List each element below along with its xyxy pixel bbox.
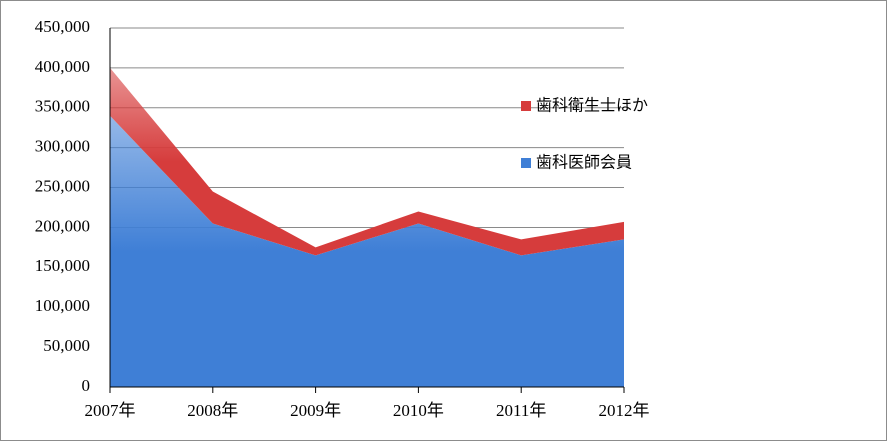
y-tick-label: 0 bbox=[82, 376, 91, 395]
y-tick-label: 300,000 bbox=[35, 137, 90, 156]
area bbox=[110, 67, 624, 256]
legend-marker bbox=[521, 158, 531, 168]
y-tick-label: 250,000 bbox=[35, 176, 90, 195]
legend-marker bbox=[521, 101, 531, 111]
x-tick-label: 2007年 bbox=[85, 401, 136, 420]
legend-label: 歯科衛生士ほか bbox=[536, 96, 648, 115]
y-tick-label: 150,000 bbox=[35, 256, 90, 275]
y-tick-label: 400,000 bbox=[35, 57, 90, 76]
y-tick-label: 350,000 bbox=[35, 97, 90, 116]
x-tick-label: 2008年 bbox=[187, 401, 238, 420]
x-tick-label: 2012年 bbox=[599, 401, 650, 420]
x-tick-label: 2010年 bbox=[393, 401, 444, 420]
area bbox=[110, 115, 624, 387]
x-tick-label: 2009年 bbox=[290, 401, 341, 420]
legend-label: 歯科医師会員 bbox=[536, 153, 632, 172]
x-tick-label: 2011年 bbox=[496, 401, 546, 420]
y-tick-label: 50,000 bbox=[43, 336, 90, 355]
y-tick-label: 450,000 bbox=[35, 17, 90, 36]
y-tick-label: 200,000 bbox=[35, 216, 90, 235]
y-tick-label: 100,000 bbox=[35, 296, 90, 315]
